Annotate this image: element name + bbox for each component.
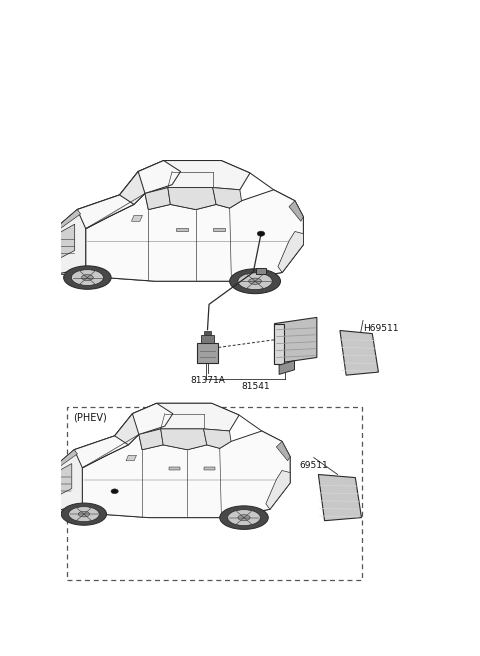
Polygon shape [279, 361, 295, 375]
Ellipse shape [238, 273, 272, 289]
Polygon shape [276, 441, 290, 461]
Polygon shape [169, 467, 180, 470]
Ellipse shape [257, 231, 265, 236]
Polygon shape [139, 429, 163, 450]
Polygon shape [58, 161, 303, 281]
Polygon shape [126, 455, 136, 461]
Polygon shape [56, 450, 77, 470]
Ellipse shape [220, 506, 268, 529]
Polygon shape [58, 224, 75, 259]
Polygon shape [145, 188, 170, 209]
Polygon shape [275, 318, 317, 363]
Ellipse shape [69, 506, 99, 522]
Polygon shape [213, 228, 225, 232]
Polygon shape [56, 436, 128, 510]
Polygon shape [275, 323, 284, 363]
FancyBboxPatch shape [197, 343, 218, 363]
Ellipse shape [82, 275, 93, 281]
Bar [204, 331, 211, 335]
Ellipse shape [78, 512, 90, 517]
Polygon shape [74, 403, 173, 468]
Ellipse shape [72, 270, 103, 285]
Polygon shape [132, 403, 239, 434]
Ellipse shape [238, 515, 250, 521]
Polygon shape [132, 215, 143, 221]
Polygon shape [204, 467, 215, 470]
Polygon shape [213, 188, 241, 208]
Polygon shape [138, 161, 250, 194]
Polygon shape [318, 474, 361, 521]
Polygon shape [340, 331, 378, 375]
Polygon shape [168, 188, 216, 209]
Text: (PHEV): (PHEV) [73, 413, 107, 423]
Ellipse shape [229, 269, 280, 294]
Text: H69511: H69511 [363, 323, 398, 333]
Polygon shape [56, 403, 290, 518]
Text: 81541: 81541 [241, 382, 270, 391]
Polygon shape [176, 228, 188, 232]
Ellipse shape [111, 489, 118, 494]
Polygon shape [115, 414, 139, 445]
Polygon shape [266, 470, 290, 509]
Polygon shape [289, 201, 303, 221]
Polygon shape [82, 431, 290, 518]
Polygon shape [204, 429, 231, 448]
Polygon shape [56, 464, 72, 497]
Ellipse shape [228, 510, 260, 525]
Bar [201, 335, 214, 343]
Polygon shape [161, 429, 207, 450]
Polygon shape [278, 232, 303, 272]
Polygon shape [86, 190, 303, 281]
Polygon shape [77, 161, 180, 228]
Text: 69511: 69511 [300, 461, 328, 470]
Text: 81371A: 81371A [190, 376, 225, 385]
Polygon shape [58, 209, 81, 232]
Ellipse shape [61, 503, 107, 525]
Polygon shape [256, 268, 265, 274]
Polygon shape [58, 195, 134, 274]
Bar [67, 407, 361, 580]
Polygon shape [120, 171, 145, 205]
Ellipse shape [249, 278, 262, 284]
Ellipse shape [64, 266, 111, 289]
